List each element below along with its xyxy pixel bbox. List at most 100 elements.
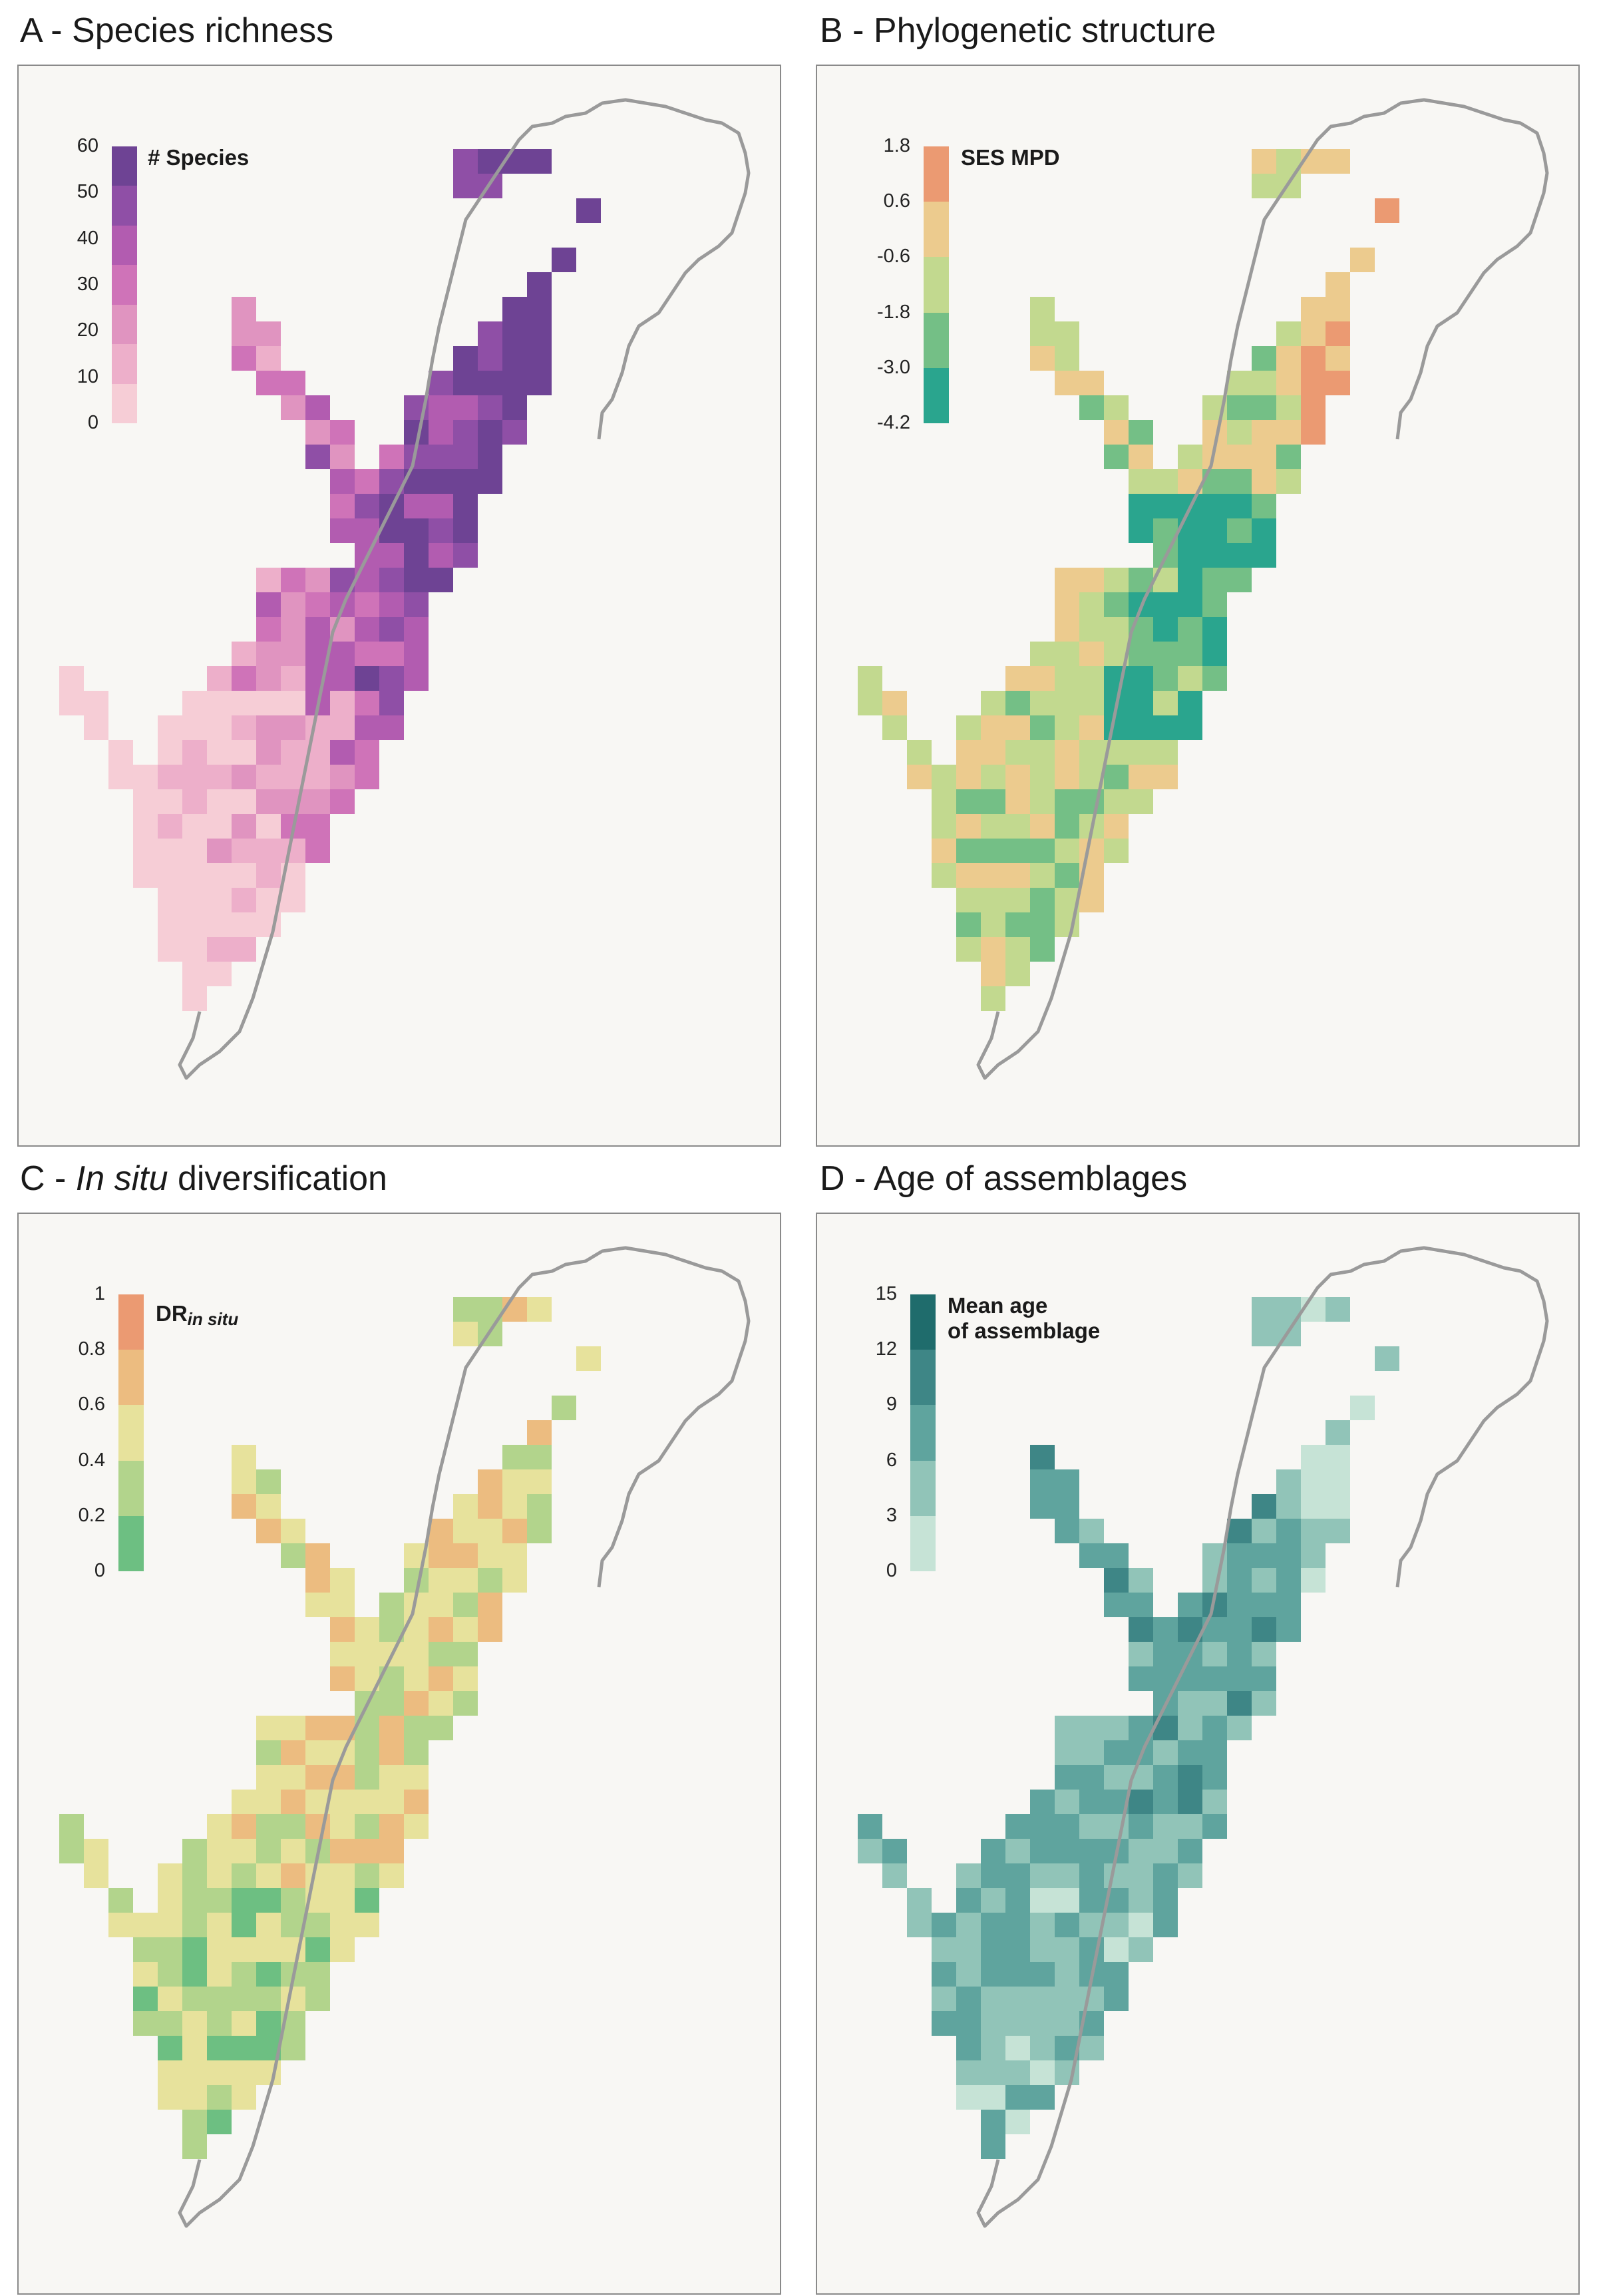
grid-cell [207, 2060, 232, 2085]
panel-title-suffix: diversification [168, 1159, 387, 1198]
grid-cell [207, 863, 232, 888]
grid-cell [1104, 592, 1129, 617]
grid-cell [182, 814, 207, 839]
legend-title-main: DR [156, 1301, 188, 1326]
legend-swatch [924, 257, 949, 313]
grid-cell [1227, 1617, 1252, 1642]
grid-cell [305, 445, 330, 469]
grid-cell [133, 1937, 158, 1962]
grid-cell [379, 543, 404, 568]
grid-cell [355, 1863, 379, 1888]
grid-cell [281, 715, 305, 740]
grid-cell [1252, 395, 1276, 420]
grid-cell [1030, 789, 1055, 814]
legend-tick-label: 0 [87, 412, 98, 433]
grid-cell [1055, 715, 1079, 740]
grid-cell [207, 1987, 232, 2011]
grid-cell [956, 1987, 981, 2011]
grid-cell [453, 1543, 478, 1568]
grid-cell [1326, 1420, 1350, 1445]
grid-cell [1153, 691, 1178, 715]
grid-cell [1252, 1519, 1276, 1543]
grid-cell [956, 863, 981, 888]
grid-cell [182, 789, 207, 814]
grid-cell [858, 1839, 882, 1863]
grid-cell [207, 839, 232, 863]
grid-cell [1129, 1814, 1153, 1839]
grid-cell [84, 715, 108, 740]
grid-cell [84, 1863, 108, 1888]
grid-cell [232, 346, 256, 371]
grid-cell [1202, 1814, 1227, 1839]
grid-cell [1153, 1765, 1178, 1790]
legend-swatch [910, 1460, 936, 1517]
grid-cell [1005, 715, 1030, 740]
grid-cell [182, 1913, 207, 1937]
grid-cell [478, 420, 502, 445]
grid-cell [182, 2036, 207, 2060]
grid-cell [1030, 888, 1055, 912]
grid-cell [1202, 1740, 1227, 1765]
grid-cell [527, 272, 552, 297]
grid-cell [182, 1962, 207, 1987]
grid-cell [1350, 1396, 1375, 1420]
grid-cell [1005, 1962, 1030, 1987]
grid-cell [1129, 691, 1153, 715]
grid-cell [453, 149, 478, 174]
grid-cell [182, 715, 207, 740]
grid-cell [1227, 1666, 1252, 1691]
grid-cell [330, 1814, 355, 1839]
grid-cell [453, 445, 478, 469]
grid-cell [1030, 321, 1055, 346]
grid-cell [281, 642, 305, 666]
grid-cell [305, 1937, 330, 1962]
grid-cell [1153, 642, 1178, 666]
grid-cell [502, 346, 527, 371]
grid-cell [1178, 1839, 1202, 1863]
grid-cell [527, 297, 552, 321]
grid-cell [158, 765, 182, 789]
grid-cell [207, 691, 232, 715]
grid-cell [1129, 789, 1153, 814]
grid-cell [956, 1863, 981, 1888]
grid-cell [379, 1863, 404, 1888]
grid-cell [527, 149, 552, 174]
grid-cell [1178, 617, 1202, 642]
grid-cell [207, 962, 232, 986]
grid-cell [330, 1937, 355, 1962]
grid-cell [1030, 1987, 1055, 2011]
grid-cell [281, 1740, 305, 1765]
grid-cell [981, 1839, 1005, 1863]
grid-cell [502, 321, 527, 346]
grid-cell [527, 1519, 552, 1543]
grid-cell [305, 568, 330, 592]
grid-cell [1104, 839, 1129, 863]
grid-cell [1202, 1765, 1227, 1790]
grid-cell [207, 1814, 232, 1839]
legend-tick-label: -0.6 [877, 246, 910, 268]
grid-cell [1276, 1469, 1301, 1494]
grid-cell [1252, 518, 1276, 543]
coastline [976, 1246, 1549, 2228]
legend-tick-label: 12 [875, 1338, 897, 1360]
grid-cell [1030, 666, 1055, 691]
grid-cell [527, 1494, 552, 1519]
grid-cell [232, 1790, 256, 1814]
grid-cell [1129, 740, 1153, 765]
legend-swatch [112, 304, 137, 345]
grid-cell [1178, 1765, 1202, 1790]
grid-cell [1227, 543, 1252, 568]
grid-cell [1252, 1543, 1276, 1568]
grid-cell [1104, 1937, 1129, 1962]
grid-cell [232, 863, 256, 888]
grid-cell [182, 2060, 207, 2085]
grid-cell [133, 839, 158, 863]
grid-cell [281, 617, 305, 642]
grid-cell [108, 1913, 133, 1937]
grid-cell [1005, 1937, 1030, 1962]
grid-cell [1252, 346, 1276, 371]
grid-cell [256, 617, 281, 642]
grid-cell [527, 1420, 552, 1445]
grid-cell [1301, 420, 1326, 445]
grid-cell [1104, 1987, 1129, 2011]
